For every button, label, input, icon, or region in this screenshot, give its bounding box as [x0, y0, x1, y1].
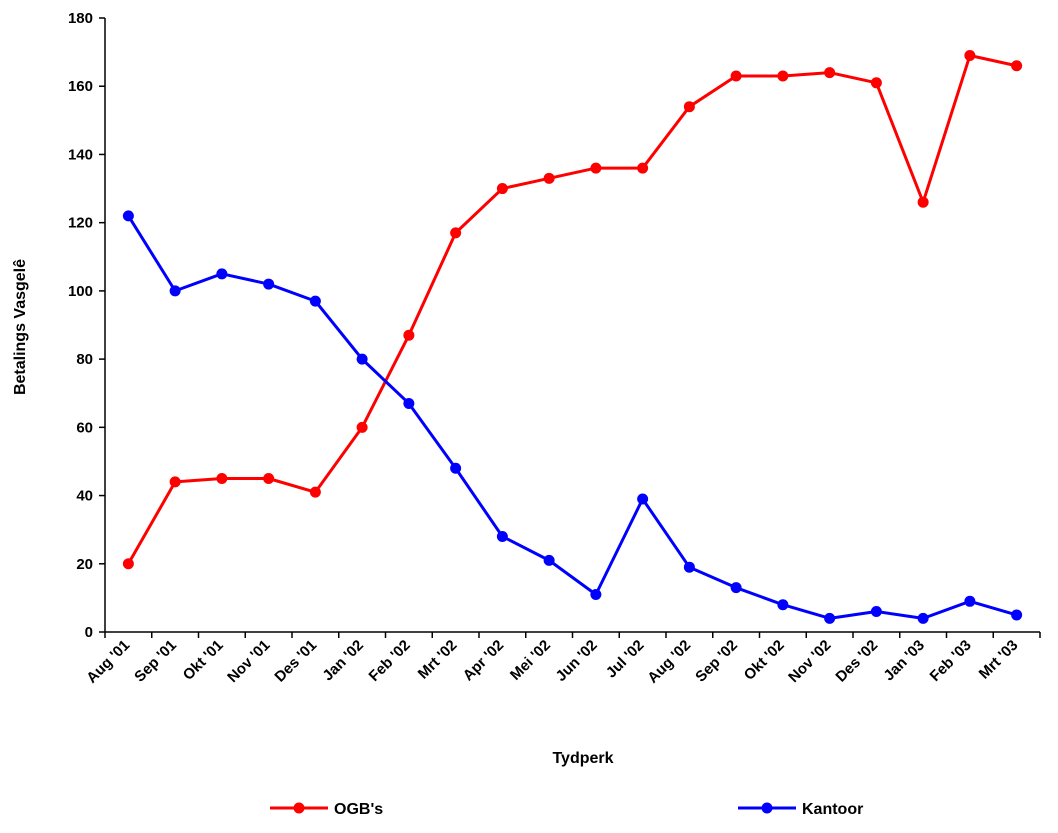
x-tick-label: Des '02 [832, 637, 881, 686]
data-point [356, 353, 368, 365]
y-tick-label: 80 [76, 351, 93, 368]
x-tick-label: Apr '02 [460, 637, 508, 685]
y-axis-title: Betalings Vasgelê [12, 259, 29, 395]
x-tick-label: Aug '01 [83, 637, 133, 687]
data-point [169, 476, 181, 488]
x-tick-label: Nov '01 [224, 637, 273, 686]
x-tick-label: Feb '03 [927, 637, 975, 685]
data-point [590, 162, 602, 174]
x-tick-label: Aug '02 [644, 637, 694, 687]
data-point [450, 462, 462, 474]
data-point [870, 606, 882, 618]
y-tick-label: 160 [68, 78, 93, 95]
data-point [122, 210, 134, 222]
data-point [637, 493, 649, 505]
data-point [496, 530, 508, 542]
y-axis: 0 20 40 60 80 100 120 140 160 180 [68, 10, 106, 641]
legend-marker [761, 802, 773, 814]
series-layer [122, 50, 1023, 624]
data-point [263, 278, 275, 290]
data-point [964, 50, 976, 62]
data-point [122, 558, 134, 570]
y-tick-label: 120 [68, 215, 93, 232]
x-tick-label: Mrt '03 [976, 637, 1022, 683]
x-tick-label: Jan '02 [319, 637, 367, 685]
data-point [870, 77, 882, 89]
data-point [309, 486, 321, 498]
data-point [309, 295, 321, 307]
data-point [964, 595, 976, 607]
x-tick-label: Mrt '02 [415, 637, 461, 683]
x-tick-label: Jul '02 [603, 637, 648, 682]
data-point [683, 561, 695, 573]
data-point [730, 70, 742, 82]
x-tick-label: Okt '02 [741, 637, 788, 684]
data-point [824, 612, 836, 624]
x-tick-label: Nov '02 [785, 637, 834, 686]
data-point [637, 162, 649, 174]
data-point [496, 183, 508, 195]
x-tick-label: Jun '02 [553, 637, 601, 685]
y-tick-label: 40 [76, 488, 93, 505]
data-point [917, 196, 929, 208]
data-point [543, 554, 555, 566]
data-point [824, 67, 836, 79]
data-point [590, 588, 602, 600]
y-tick-label: 100 [68, 283, 93, 300]
legend-label: Kantoor [802, 801, 863, 818]
data-point [543, 172, 555, 184]
x-axis-title: Tydperk [552, 750, 613, 767]
y-tick-label: 140 [68, 146, 93, 163]
data-point [403, 397, 415, 409]
x-tick-label: Feb '02 [366, 637, 414, 685]
data-point [777, 599, 789, 611]
data-point [730, 582, 742, 594]
data-point [216, 473, 228, 484]
data-point [356, 421, 368, 433]
y-tick-label: 20 [76, 556, 93, 573]
x-tick-label: Des '01 [271, 637, 320, 686]
x-tick-label: Jan '03 [880, 637, 928, 685]
data-point [777, 70, 789, 82]
data-point [263, 473, 275, 484]
series-line-1 [127, 54, 1017, 565]
y-tick-label: 0 [85, 624, 93, 641]
x-tick-label: Okt '01 [180, 637, 227, 684]
data-point [403, 329, 415, 341]
series-line-2 [127, 215, 1018, 620]
x-tick-label: Sep '01 [131, 637, 180, 686]
x-tick-label: Sep '02 [692, 637, 741, 686]
y-tick-label: 180 [68, 10, 93, 27]
legend: OGB's Kantoor [270, 801, 863, 818]
data-point [917, 612, 929, 624]
x-tick-label: Mei '02 [507, 637, 554, 684]
legend-label: OGB's [334, 801, 383, 818]
data-point [169, 285, 181, 297]
data-point [1011, 60, 1023, 72]
y-tick-label: 60 [76, 419, 93, 436]
data-point [683, 101, 695, 113]
data-point [1011, 609, 1023, 621]
legend-marker [293, 802, 305, 814]
data-point [450, 227, 462, 239]
data-point [216, 268, 228, 280]
